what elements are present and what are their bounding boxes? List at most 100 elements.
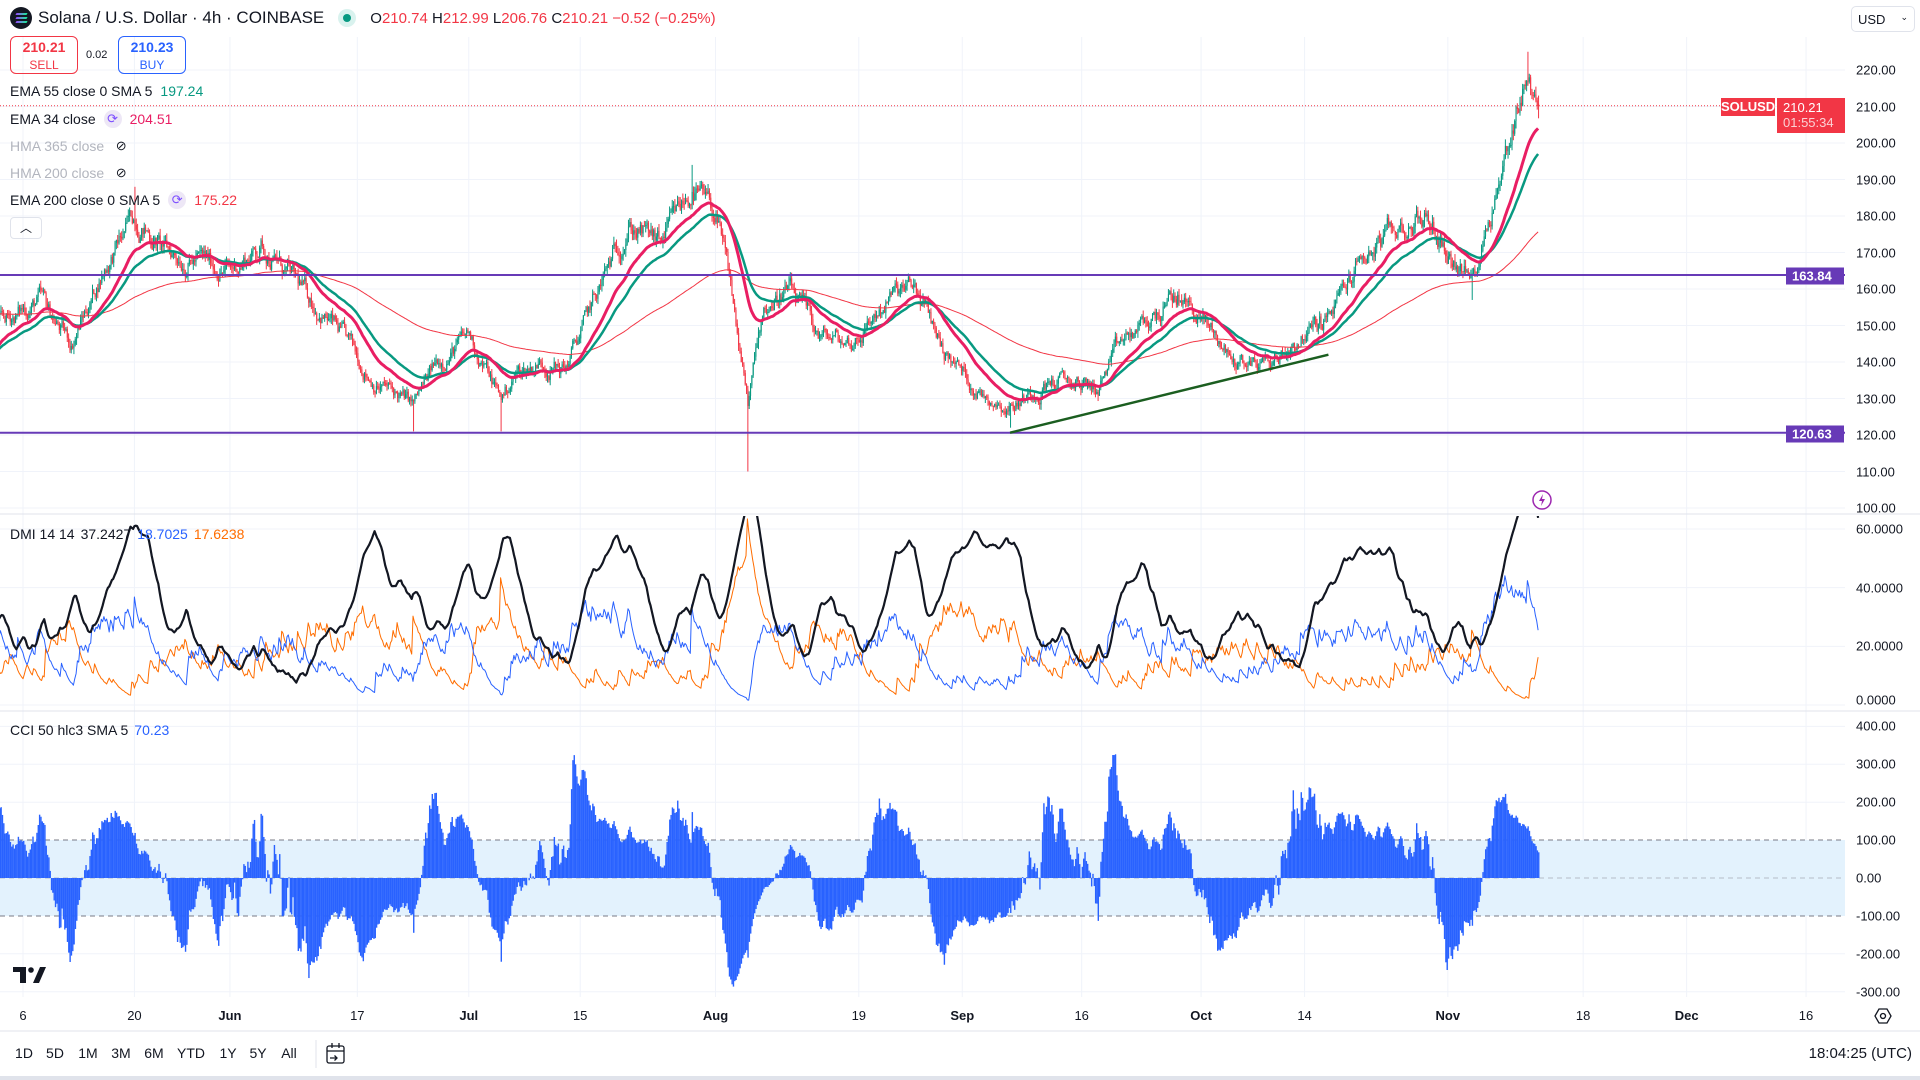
candle-body xyxy=(740,351,742,363)
horizontal-levels[interactable] xyxy=(0,105,1845,434)
hidden-eye-icon[interactable]: ⊘ xyxy=(115,138,127,153)
clock[interactable]: 18:04:25 (UTC) xyxy=(1808,1045,1912,1062)
legend-hma365[interactable]: HMA 365 close ⊘ xyxy=(10,137,130,155)
legend-ema34[interactable]: EMA 34 close ⟳ 204.51 xyxy=(10,110,173,128)
cci-bar xyxy=(1102,838,1105,878)
cci-bar xyxy=(519,878,521,887)
sell-button[interactable]: 210.21 SELL xyxy=(10,36,78,74)
cci-bar xyxy=(913,844,915,878)
currency-select[interactable]: USD ⌄ xyxy=(1851,6,1915,32)
range-button-1d[interactable]: 1D xyxy=(15,1045,33,1061)
cci-bar xyxy=(1197,878,1199,896)
range-button-ytd[interactable]: YTD xyxy=(177,1045,205,1061)
cci-bar xyxy=(1211,878,1214,921)
settings-hexagon-icon[interactable] xyxy=(1874,1008,1892,1024)
cci-bar xyxy=(1149,849,1151,878)
candle-body xyxy=(789,278,791,282)
candle-body xyxy=(1155,312,1158,319)
candle-body xyxy=(1402,225,1404,233)
candle-body xyxy=(1507,147,1509,152)
cci-bar xyxy=(54,878,57,908)
cci-bar xyxy=(1303,810,1305,878)
legend-ema55[interactable]: EMA 55 close 0 SMA 5 197.24 xyxy=(10,83,204,99)
cci-bar xyxy=(641,843,643,878)
cci-bar xyxy=(795,857,797,878)
range-button-1m[interactable]: 1M xyxy=(78,1045,98,1061)
cci-bar xyxy=(529,873,532,878)
cci-bar xyxy=(462,818,464,878)
candle-body xyxy=(33,300,35,307)
tradingview-logo[interactable] xyxy=(13,967,46,983)
level-label-upper[interactable]: 163.84 xyxy=(1786,267,1844,285)
cci-bar xyxy=(478,878,480,882)
legend-hma200[interactable]: HMA 200 close ⊘ xyxy=(10,164,130,182)
candle-body xyxy=(999,404,1001,407)
sync-icon[interactable]: ⟳ xyxy=(168,191,187,209)
candle-body xyxy=(1372,252,1374,254)
candle-body xyxy=(1365,259,1367,264)
alert-lightning-icon[interactable] xyxy=(1532,490,1552,510)
cci-bar xyxy=(1515,815,1517,878)
cci-bar xyxy=(70,878,73,956)
candle-body xyxy=(787,285,789,290)
candle-body xyxy=(1077,377,1079,382)
candle-body xyxy=(1239,356,1241,363)
cci-bar xyxy=(127,822,130,878)
dmi-legend[interactable]: DMI 14 14 37.2427 18.7025 17.6238 xyxy=(10,526,245,542)
range-button-all[interactable]: All xyxy=(281,1045,297,1061)
candle-body xyxy=(581,324,583,331)
candle-body xyxy=(1190,301,1192,305)
legend-ema200[interactable]: EMA 200 close 0 SMA 5 ⟳ 175.22 xyxy=(10,191,238,209)
candle-body xyxy=(812,319,814,328)
sync-icon[interactable]: ⟳ xyxy=(103,110,122,128)
candle-body xyxy=(1220,347,1223,349)
range-button-1y[interactable]: 1Y xyxy=(219,1045,237,1061)
candle-body xyxy=(677,201,679,206)
candle-body xyxy=(982,394,984,396)
symbol-title[interactable]: Solana / U.S. Dollar · 4h · COINBASE xyxy=(38,8,325,27)
time-tick-label: 15 xyxy=(572,1008,588,1023)
candle-body xyxy=(613,243,615,249)
calendar-goto-icon[interactable] xyxy=(326,1043,345,1064)
range-button-6m[interactable]: 6M xyxy=(144,1045,164,1061)
cci-bar xyxy=(1490,841,1492,878)
level-label-lower[interactable]: 120.63 xyxy=(1786,425,1844,443)
candle-body xyxy=(1508,145,1510,148)
cci-bar xyxy=(578,785,581,878)
candle-body xyxy=(321,317,323,324)
collapse-legend-button[interactable]: ︿ xyxy=(10,217,42,239)
candle-body xyxy=(809,305,811,312)
candle-body xyxy=(1463,266,1465,272)
buy-button[interactable]: 210.23 BUY xyxy=(118,36,186,74)
cci-bar xyxy=(711,878,713,883)
cci-legend[interactable]: CCI 50 hlc3 SMA 5 70.23 xyxy=(10,722,170,738)
candle-body xyxy=(1478,266,1480,271)
cci-bar xyxy=(118,816,120,878)
candle-body xyxy=(1067,376,1069,379)
hidden-eye-icon[interactable]: ⊘ xyxy=(115,165,127,180)
candle-body xyxy=(926,300,928,302)
candle-body xyxy=(1519,102,1521,113)
candle-body xyxy=(519,366,521,373)
candle-body xyxy=(1259,362,1261,368)
candle-body xyxy=(145,227,147,231)
cci-bar xyxy=(539,841,541,878)
cci-bar xyxy=(1536,850,1539,878)
candle-body xyxy=(690,204,692,206)
candle-body xyxy=(732,294,734,304)
range-button-5d[interactable]: 5D xyxy=(46,1045,64,1061)
cci-bar xyxy=(761,878,764,893)
cci-bar xyxy=(731,878,733,985)
candle-body xyxy=(1425,213,1427,217)
candle-body xyxy=(1222,348,1224,350)
symbol-header[interactable]: Solana / U.S. Dollar · 4h · COINBASE O21… xyxy=(10,7,716,29)
cci-bar xyxy=(746,878,748,951)
range-button-5y[interactable]: 5Y xyxy=(249,1045,267,1061)
cci-bar xyxy=(1202,878,1204,890)
candle-body xyxy=(1008,405,1010,412)
candle-body xyxy=(529,367,531,372)
candle-body xyxy=(1065,377,1067,379)
range-button-3m[interactable]: 3M xyxy=(111,1045,131,1061)
cci-bar xyxy=(483,878,485,890)
